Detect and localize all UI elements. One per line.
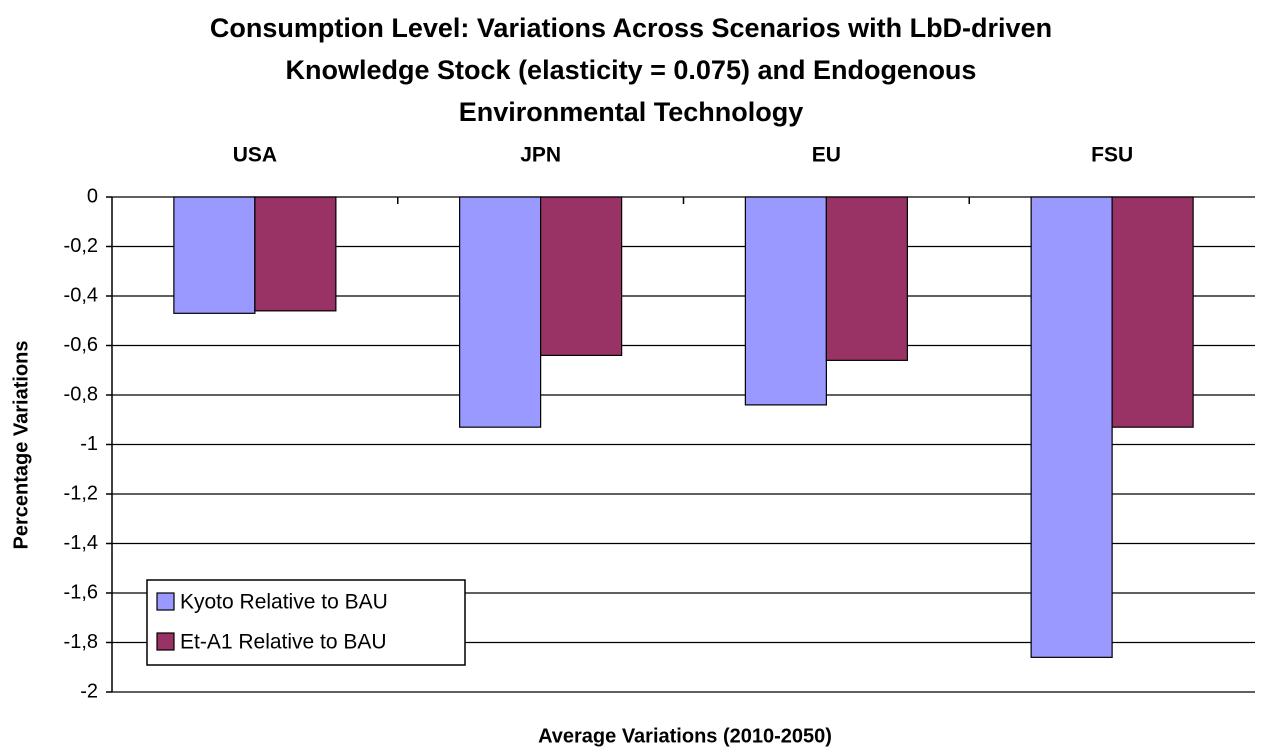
y-tick-label: -0,4	[64, 284, 98, 306]
category-label: USA	[233, 144, 277, 167]
legend-swatch	[156, 632, 175, 651]
legend-label: Kyoto Relative to BAU	[180, 591, 388, 614]
y-tick-label: -1,6	[64, 581, 98, 603]
bar	[1111, 196, 1194, 428]
bar	[1030, 196, 1113, 658]
y-tick-label: -0,6	[64, 334, 98, 356]
legend-box	[146, 579, 466, 666]
legend-label: Et-A1 Relative to BAU	[180, 631, 387, 654]
bar	[173, 196, 256, 314]
y-tick-label: -2	[80, 680, 98, 702]
chart-title: Environmental Technology	[459, 97, 804, 127]
category-label: JPN	[520, 144, 561, 167]
y-tick-label: -1,8	[64, 631, 98, 653]
y-axis-label: Percentage Variations	[10, 341, 32, 550]
y-tick-label: -1	[80, 433, 98, 455]
bar	[825, 196, 908, 361]
y-tick-label: -0,2	[64, 235, 98, 257]
x-axis-label: Average Variations (2010-2050)	[538, 725, 832, 747]
y-tick-label: -1,2	[64, 482, 98, 504]
bar	[459, 196, 542, 428]
y-tick-label: 0	[87, 185, 98, 207]
bar	[744, 196, 827, 406]
chart-title: Consumption Level: Variations Across Sce…	[210, 13, 1052, 43]
bar	[254, 196, 337, 312]
chart-title: Knowledge Stock (elasticity = 0.075) and…	[286, 55, 977, 85]
bar	[540, 196, 623, 356]
category-label: EU	[812, 144, 841, 167]
y-tick-label: -1,4	[64, 532, 98, 554]
category-label: FSU	[1091, 144, 1133, 167]
y-tick-label: -0,8	[64, 383, 98, 405]
legend-swatch	[156, 592, 175, 611]
